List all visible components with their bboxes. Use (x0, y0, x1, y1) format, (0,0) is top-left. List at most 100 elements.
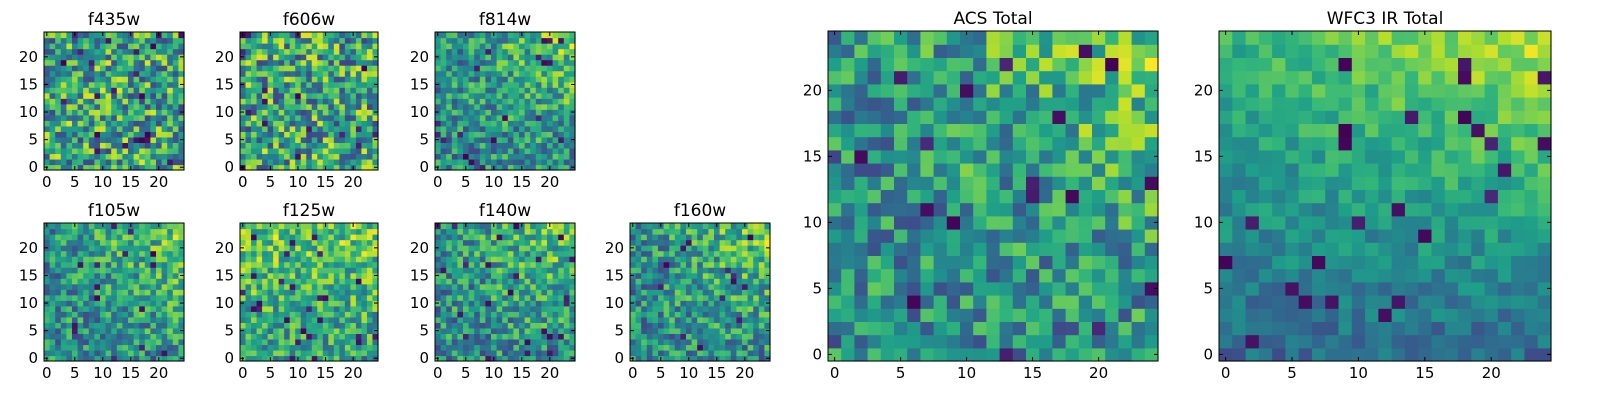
heatmap-cell (730, 300, 737, 307)
heatmap-cell (658, 344, 665, 351)
heatmap-cell (88, 136, 95, 143)
heatmap-cell (563, 311, 570, 318)
heatmap-cell (251, 355, 258, 362)
heatmap-cell (240, 256, 247, 263)
heatmap-cell (295, 272, 302, 279)
heatmap-cell (524, 283, 531, 290)
heatmap-cell (328, 142, 335, 149)
heatmap-cell (178, 311, 185, 318)
heatmap-cell (77, 311, 84, 318)
heatmap-cell (680, 272, 687, 279)
heatmap-cell (451, 300, 458, 307)
heatmap-cell (150, 305, 157, 312)
heatmap-cell (66, 153, 73, 160)
heatmap-cell (702, 333, 709, 340)
heatmap-cell (468, 349, 475, 357)
heatmap-cell (116, 245, 123, 252)
heatmap-cell (289, 65, 296, 72)
heatmap-cell (66, 142, 73, 149)
heatmap-cell (552, 43, 559, 50)
heatmap-cell (344, 87, 351, 94)
heatmap-cell (742, 344, 749, 351)
heatmap-cell (344, 228, 351, 235)
heatmap-cell (680, 322, 687, 329)
heatmap-cell (841, 255, 855, 270)
heatmap-cell (854, 255, 869, 270)
heatmap-cell (278, 239, 285, 246)
heatmap-cell (55, 158, 62, 166)
heatmap-cell (328, 272, 335, 279)
heatmap-cell (100, 87, 107, 94)
heatmap-cell (306, 223, 313, 230)
heatmap-cell (139, 54, 146, 61)
heatmap-cell (300, 92, 307, 99)
heatmap-cell (457, 136, 464, 143)
heatmap-cell (156, 289, 163, 296)
heatmap-cell (100, 333, 107, 340)
heatmap-cell (920, 189, 935, 204)
heatmap-cell (907, 321, 921, 336)
heatmap-cell (547, 54, 554, 61)
heatmap-cell (708, 300, 715, 307)
heatmap-cell (300, 131, 307, 138)
heatmap-cell (446, 109, 453, 116)
heatmap-cell (122, 267, 129, 274)
heatmap-cell (569, 70, 576, 77)
heatmap-cell (366, 59, 374, 66)
heatmap-cell (178, 294, 185, 301)
heatmap-cell (457, 300, 464, 307)
heatmap-cell (339, 355, 346, 362)
heatmap-cell (753, 267, 760, 274)
heatmap-cell (139, 81, 146, 88)
heatmap-cell (669, 223, 676, 230)
heatmap-cell (1105, 321, 1119, 336)
heatmap-cell (55, 256, 62, 263)
heatmap-cell (128, 81, 135, 88)
heatmap-cell (446, 153, 453, 160)
heatmap-cell (541, 311, 548, 318)
heatmap-cell (496, 245, 503, 252)
heatmap-cell (161, 114, 168, 121)
heatmap-cell (49, 87, 56, 94)
heatmap-cell (133, 131, 140, 138)
heatmap-cell (44, 65, 51, 72)
heatmap-cell (44, 76, 51, 83)
heatmap-cell (267, 283, 274, 290)
heatmap-cell (435, 234, 442, 241)
heatmap-cell (278, 120, 285, 127)
heatmap-cell (552, 294, 559, 301)
heatmap-cell (350, 316, 357, 323)
heatmap-cell (273, 349, 280, 357)
heatmap-cell (128, 261, 135, 268)
heatmap-cell (513, 109, 520, 116)
heatmap-cell (714, 272, 721, 279)
heatmap-cell (350, 87, 357, 94)
heatmap-cell (77, 114, 84, 121)
heatmap-cell (569, 239, 576, 246)
heatmap-cell (541, 32, 548, 39)
heatmap-cell (569, 338, 576, 346)
heatmap-cell (933, 202, 948, 217)
heatmap-cell (240, 92, 247, 99)
heatmap-cell (446, 355, 453, 362)
heatmap-cell (1131, 215, 1146, 230)
heatmap-cell (440, 147, 447, 155)
heatmap-cell (116, 125, 123, 132)
heatmap-cell (251, 234, 258, 241)
heatmap-cell (333, 256, 340, 263)
heatmap-cell (267, 228, 274, 235)
heatmap-cell (311, 54, 318, 61)
heatmap-cell (854, 229, 869, 243)
heatmap-cell (344, 114, 351, 121)
heatmap-cell (658, 239, 665, 246)
heatmap-cell (1078, 176, 1093, 190)
heatmap-cell (66, 234, 73, 241)
heatmap-cell (77, 48, 84, 55)
heatmap-cell (524, 76, 531, 83)
heatmap-cell (284, 239, 291, 246)
heatmap-cell (697, 261, 704, 268)
heatmap-cell (474, 59, 481, 66)
heatmap-cell (295, 87, 302, 94)
heatmap-cell (524, 338, 531, 346)
heatmap-cell (289, 294, 296, 301)
